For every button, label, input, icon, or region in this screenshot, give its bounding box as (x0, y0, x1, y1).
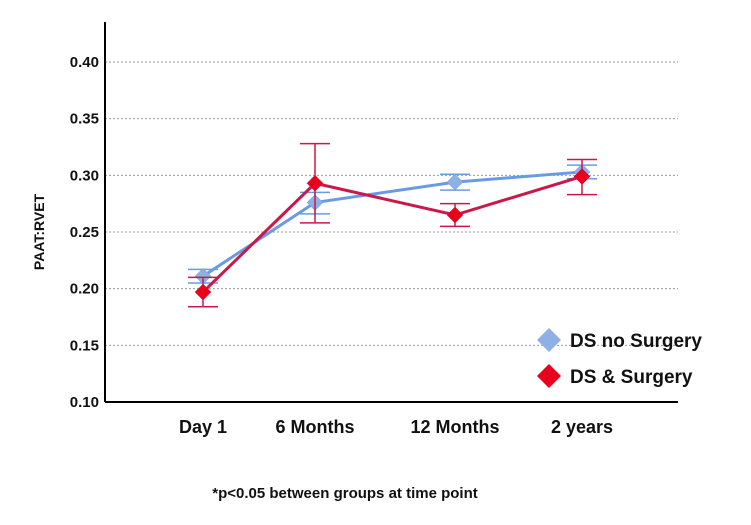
data-point (194, 283, 212, 301)
x-tick-label: 2 years (551, 417, 613, 437)
y-axis-label: PAAT:RVET (31, 193, 47, 270)
data-point (446, 173, 464, 191)
footnote: *p<0.05 between groups at time point (212, 485, 477, 502)
y-tick-label: 0.15 (70, 337, 99, 354)
series-layer (188, 142, 597, 308)
y-tick-label: 0.25 (70, 224, 99, 241)
grid-lines (105, 61, 678, 346)
x-tick-label: 12 Months (410, 417, 499, 437)
axes (104, 22, 678, 403)
data-point (306, 174, 324, 192)
series-line (202, 170, 583, 278)
legend-marker (537, 364, 561, 388)
y-tick-label: 0.20 (70, 281, 99, 298)
y-tick-labels: 0.10 0.15 0.20 0.25 0.30 0.35 0.40 (70, 54, 99, 411)
y-tick-label: 0.10 (70, 394, 99, 411)
legend-label: DS & Surgery (570, 367, 693, 388)
series-line (201, 175, 583, 294)
legend-marker (537, 328, 561, 352)
x-tick-label: Day 1 (179, 417, 227, 437)
legend-label: DS no Surgery (570, 331, 702, 352)
data-point (446, 206, 464, 224)
x-tick-labels: Day 1 6 Months 12 Months 2 years (179, 417, 613, 437)
legend: DS no Surgery DS & Surgery (537, 328, 702, 388)
data-point (573, 168, 591, 185)
y-tick-label: 0.30 (70, 167, 99, 184)
y-tick-label: 0.35 (70, 111, 99, 128)
series-ds-and-surgery (188, 142, 597, 308)
x-tick-label: 6 Months (276, 417, 355, 437)
y-tick-label: 0.40 (70, 54, 99, 71)
series-ds-no-surgery (188, 163, 597, 285)
